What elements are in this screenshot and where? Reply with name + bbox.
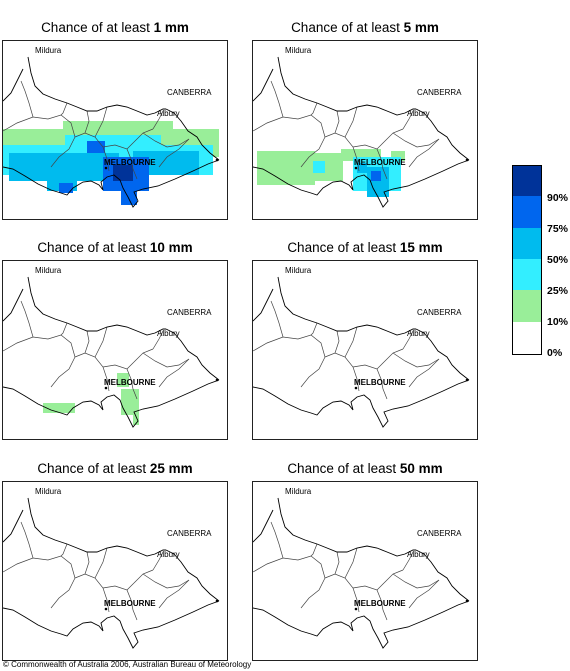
melbourne-marker bbox=[354, 386, 358, 390]
map-panel-10mm: Mildura CANBERRA Albury MELBOURNE bbox=[2, 260, 228, 440]
east-coast-marker bbox=[215, 378, 219, 382]
panel-title-15mm: Chance of at least 15 mm bbox=[287, 240, 443, 255]
place-label-canberra: CANBERRA bbox=[417, 308, 462, 317]
east-coast-marker bbox=[465, 378, 469, 382]
place-label-albury: Albury bbox=[157, 109, 180, 118]
state-borders bbox=[3, 276, 220, 428]
state-borders bbox=[253, 497, 470, 649]
east-coast-marker bbox=[215, 158, 219, 162]
place-label-melbourne: MELBOURNE bbox=[104, 599, 156, 608]
east-coast-marker bbox=[215, 599, 219, 603]
district-boundaries bbox=[3, 80, 190, 180]
rain-area-75pct bbox=[59, 183, 73, 193]
place-label-mildura: Mildura bbox=[35, 266, 62, 275]
place-label-albury: Albury bbox=[407, 329, 430, 338]
panel-title-25mm: Chance of at least 25 mm bbox=[37, 461, 193, 476]
panel-title-10mm: Chance of at least 10 mm bbox=[37, 240, 193, 255]
legend-swatch-50 bbox=[513, 228, 541, 259]
legend-swatch-90 bbox=[513, 166, 541, 196]
panel-title-5mm: Chance of at least 5 mm bbox=[291, 20, 439, 35]
district-boundaries bbox=[253, 80, 440, 180]
legend-label-90: 90% bbox=[547, 192, 569, 204]
rain-area-50pct bbox=[357, 163, 367, 173]
rain-area-10pct bbox=[133, 413, 139, 425]
place-label-melbourne: MELBOURNE bbox=[104, 158, 156, 167]
melbourne-marker bbox=[104, 607, 108, 611]
rain-area-90pct bbox=[113, 165, 133, 181]
map-panel-5mm: Mildura CANBERRA Albury MELBOURNE bbox=[252, 40, 478, 220]
legend-swatch-25 bbox=[513, 259, 541, 290]
legend-label-75: 75% bbox=[547, 223, 569, 235]
district-boundaries bbox=[253, 521, 440, 621]
probability-legend bbox=[512, 165, 542, 355]
place-label-melbourne: MELBOURNE bbox=[354, 158, 406, 167]
panel-title-50mm: Chance of at least 50 mm bbox=[287, 461, 443, 476]
place-label-mildura: Mildura bbox=[35, 487, 62, 496]
legend-label-10: 10% bbox=[547, 316, 569, 328]
state-borders bbox=[253, 56, 470, 208]
map-panel-1mm: Mildura CANBERRA Albury MELBOURNE bbox=[2, 40, 228, 220]
rain-area-10pct bbox=[117, 373, 129, 387]
legend-label-50: 50% bbox=[547, 254, 569, 266]
place-label-melbourne: MELBOURNE bbox=[354, 378, 406, 387]
rain-area-75pct bbox=[371, 171, 381, 181]
east-coast-marker bbox=[465, 158, 469, 162]
map-panel-15mm: Mildura CANBERRA Albury MELBOURNE bbox=[252, 260, 478, 440]
copyright-notice: © Commonwealth of Australia 2006, Austra… bbox=[3, 660, 252, 669]
legend-label-0: 0% bbox=[547, 347, 563, 359]
place-label-mildura: Mildura bbox=[285, 266, 312, 275]
east-coast-marker bbox=[465, 599, 469, 603]
state-borders bbox=[3, 497, 220, 649]
melbourne-marker bbox=[104, 386, 108, 390]
panel-title-1mm: Chance of at least 1 mm bbox=[41, 20, 189, 35]
melbourne-marker bbox=[354, 166, 358, 170]
state-borders bbox=[253, 276, 470, 428]
place-label-albury: Albury bbox=[157, 329, 180, 338]
district-boundaries bbox=[3, 521, 190, 621]
legend-swatch-0 bbox=[513, 322, 541, 354]
place-label-melbourne: MELBOURNE bbox=[104, 378, 156, 387]
place-label-albury: Albury bbox=[407, 550, 430, 559]
place-label-melbourne: MELBOURNE bbox=[354, 599, 406, 608]
rain-area-10pct bbox=[43, 403, 75, 413]
state-borders bbox=[3, 56, 220, 208]
rain-area-10pct bbox=[121, 389, 139, 415]
place-label-canberra: CANBERRA bbox=[167, 529, 212, 538]
map-panel-50mm: Mildura CANBERRA Albury MELBOURNE bbox=[252, 481, 478, 661]
place-label-canberra: CANBERRA bbox=[167, 88, 212, 97]
place-label-canberra: CANBERRA bbox=[417, 529, 462, 538]
legend-swatch-75 bbox=[513, 196, 541, 228]
rain-area-10pct bbox=[63, 121, 173, 131]
legend-label-25: 25% bbox=[547, 285, 569, 297]
rain-overlay bbox=[257, 149, 405, 197]
rain-overlay bbox=[43, 373, 139, 425]
place-label-mildura: Mildura bbox=[285, 46, 312, 55]
place-label-albury: Albury bbox=[157, 550, 180, 559]
legend-swatch-10 bbox=[513, 290, 541, 322]
rain-area-10pct bbox=[391, 151, 405, 161]
melbourne-marker bbox=[354, 607, 358, 611]
place-label-albury: Albury bbox=[407, 109, 430, 118]
place-label-mildura: Mildura bbox=[35, 46, 62, 55]
rain-area-75pct bbox=[87, 141, 105, 153]
place-label-mildura: Mildura bbox=[285, 487, 312, 496]
melbourne-marker bbox=[104, 166, 108, 170]
map-panel-25mm: Mildura CANBERRA Albury MELBOURNE bbox=[2, 481, 228, 661]
rain-area-25pct bbox=[313, 161, 325, 173]
place-label-canberra: CANBERRA bbox=[417, 88, 462, 97]
district-boundaries bbox=[253, 300, 440, 400]
district-boundaries bbox=[3, 300, 190, 400]
place-label-canberra: CANBERRA bbox=[167, 308, 212, 317]
